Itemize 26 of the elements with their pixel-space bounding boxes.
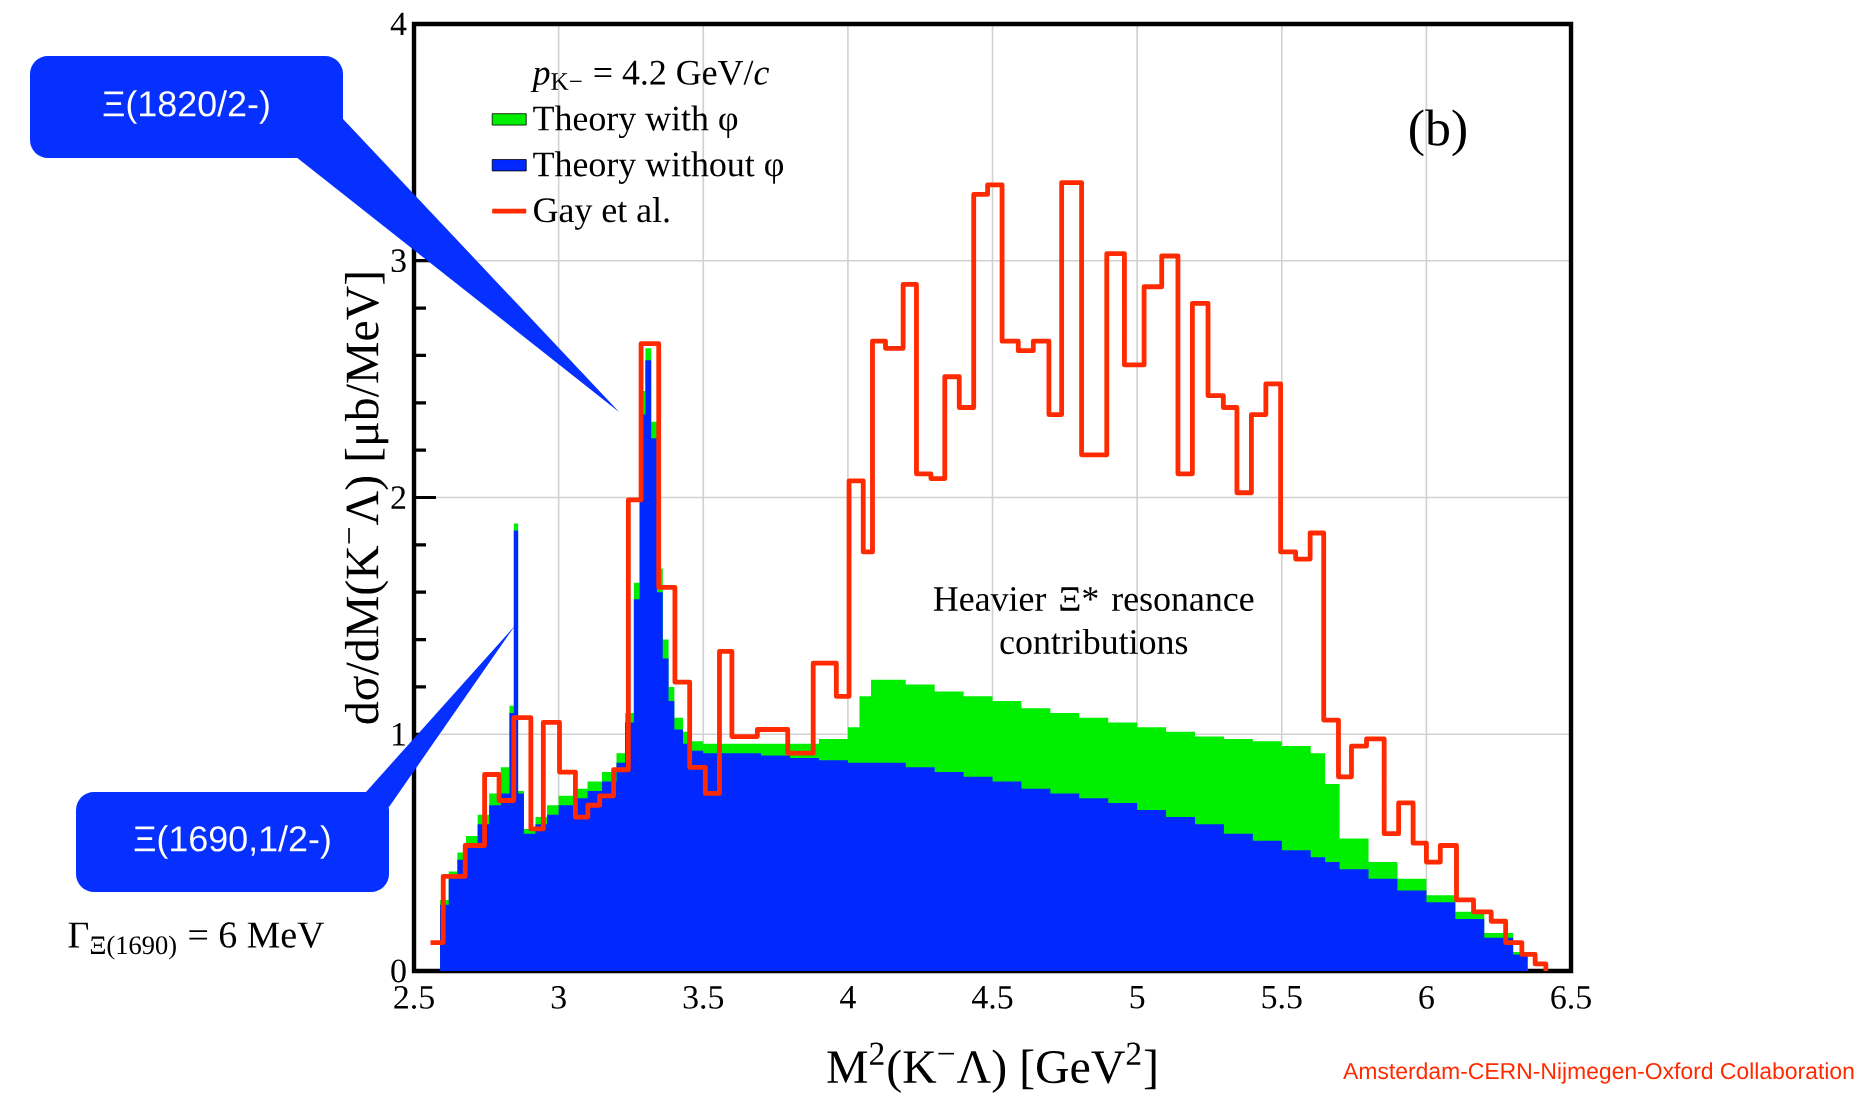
annotation: Heavier Ξ* resonance contributions: [933, 587, 1254, 655]
x-tick-label: 6: [1419, 986, 1434, 1009]
x-tick-label: 5: [1130, 986, 1145, 1009]
y-tick-label: 2: [391, 486, 406, 509]
x-tick-label: 6.5: [1551, 986, 1591, 1009]
x-tick-label: 4.5: [972, 986, 1013, 1009]
legend-label: Theory without φ: [533, 151, 784, 184]
y-tick-label: 0: [391, 959, 406, 983]
x-tick-label: 4: [840, 986, 856, 1009]
text: Ξ(1820/2-): [103, 90, 269, 124]
legend-label: Gay et al.: [534, 197, 669, 230]
x-tick-label: 3.5: [683, 986, 724, 1009]
text: Ξ(1690,1/2-): [134, 825, 330, 859]
x-tick-label: 2.5: [394, 986, 434, 1009]
text: Amsterdam-CERN-Nijmegen-Oxford Collaboration: [1343, 1062, 1854, 1084]
annotation: (b): [1410, 109, 1466, 157]
legend-title: p$_{K−}$ = 4.2 GeV/c: [530, 60, 769, 93]
y-tick-label: 3: [391, 249, 406, 273]
x-tick-label: 3: [551, 986, 566, 1009]
legend-label: Theory with φ: [533, 105, 738, 139]
y-axis-title: dσ/dM(K$^{−}$Λ) [μb/MeV]: [344, 273, 389, 724]
x-axis-title: M$^{2}$(K$^{−}$Λ) [GeV$^{2}$]: [827, 1042, 1156, 1093]
y-tick-label: 1: [393, 723, 405, 746]
text: Γ$_{Ξ(1690)}$ = 6 MeV: [68, 922, 325, 960]
x-tick-label: 5.5: [1262, 986, 1302, 1009]
y-tick-label: 4: [390, 12, 407, 36]
